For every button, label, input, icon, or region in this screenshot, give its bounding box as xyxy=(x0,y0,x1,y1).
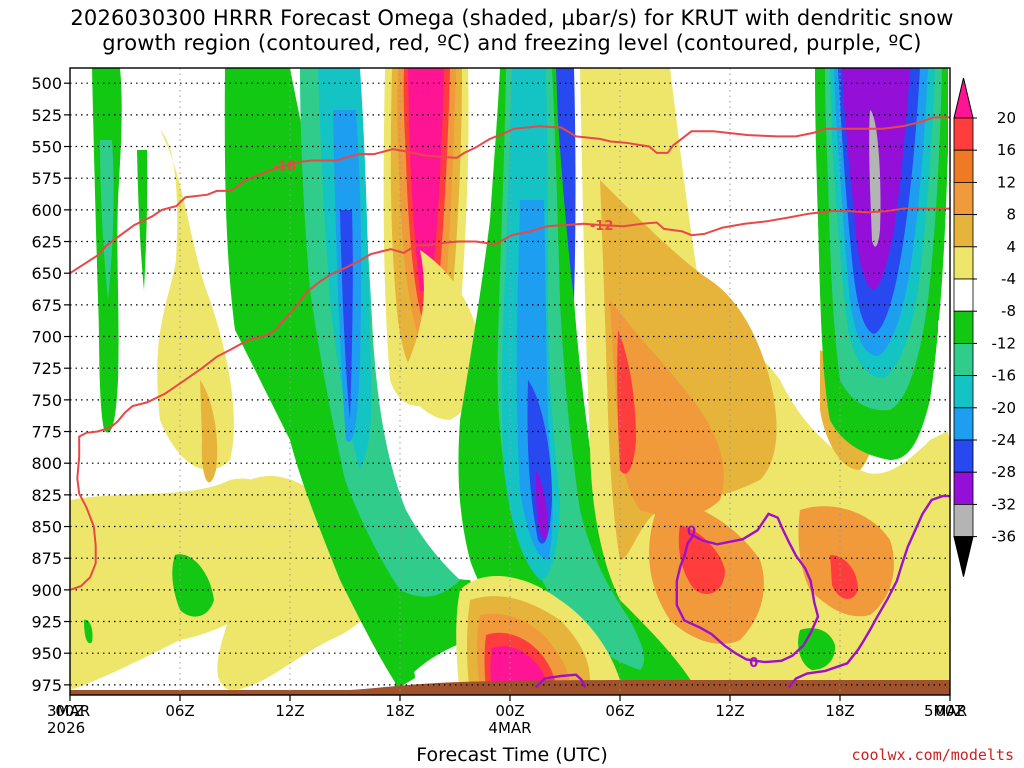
colorbar-swatch xyxy=(953,310,974,344)
dgz-contour-label: -12 xyxy=(590,219,614,234)
terrain xyxy=(70,680,950,695)
x-axis-title: Forecast Time (UTC) xyxy=(416,744,608,766)
y-tick-label: 550 xyxy=(31,138,62,157)
dgz-contour-line xyxy=(70,207,950,591)
x-tick-label: 12Z xyxy=(715,702,744,720)
dgz-contour-line xyxy=(70,116,950,275)
y-tick-label: 500 xyxy=(31,74,62,93)
colorbar-swatch xyxy=(953,439,974,473)
y-tick-label: 600 xyxy=(31,201,62,220)
y-tick-label: 800 xyxy=(31,454,62,473)
credit-link[interactable]: coolwx.com/modelts xyxy=(851,746,1014,764)
y-tick-label: 950 xyxy=(31,644,62,663)
colorbar-swatch xyxy=(953,117,974,151)
y-tick-label: 875 xyxy=(31,549,62,568)
colorbar-tick-label: -4 xyxy=(1001,270,1016,288)
y-tick-label: 850 xyxy=(31,518,62,537)
contour-labels: -18 -12 0 0 xyxy=(273,160,759,672)
y-tick-label: 575 xyxy=(31,169,62,188)
x-tick-label: 06Z xyxy=(165,702,194,720)
colorbar-tick-label: 16 xyxy=(997,141,1016,159)
dgz-contour-label: -18 xyxy=(273,160,297,175)
x-tick-label: 12Z xyxy=(275,702,304,720)
y-tick-label: 825 xyxy=(31,486,62,505)
colorbar-tick-label: 20 xyxy=(997,109,1016,127)
start-year: 2026 xyxy=(47,719,86,737)
colorbar-swatch xyxy=(953,278,974,312)
chart-title-line-1: 2026030300 HRRR Forecast Omega (shaded, … xyxy=(70,6,954,30)
colorbar-tick-label: -32 xyxy=(992,495,1017,513)
colorbar: 20 16 12 8 4 -4 -8 -12 -16 -20 -24 -28 -32 -36 xyxy=(953,77,1017,577)
colorbar-tick-label: -36 xyxy=(992,528,1017,546)
x-tick-label: 18Z xyxy=(385,702,414,720)
colorbar-tick-label: -12 xyxy=(992,334,1017,352)
chart-title: 2026030300 HRRR Forecast Omega (shaded, … xyxy=(0,6,1024,56)
freezing-contour-line xyxy=(675,512,820,664)
colorbar-tick-label: 8 xyxy=(1006,206,1016,224)
x-tick-label: 18Z xyxy=(825,702,854,720)
colorbar-tick-label: -20 xyxy=(992,399,1017,417)
omega-field xyxy=(70,68,950,695)
colorbar-swatch xyxy=(953,471,974,505)
colorbar-tick-label: -8 xyxy=(1001,302,1016,320)
colorbar-swatch xyxy=(953,375,974,409)
grid xyxy=(70,68,950,695)
colorbar-tick-label: 4 xyxy=(1006,238,1016,256)
y-tick-label: 725 xyxy=(31,359,62,378)
y-tick-label: 925 xyxy=(31,613,62,632)
y-tick-label: 750 xyxy=(31,391,62,410)
x-tick-label: 06Z xyxy=(605,702,634,720)
x-tick-label: 00Z xyxy=(55,702,84,720)
colorbar-top-arrow xyxy=(953,77,974,119)
colorbar-tick-label: -28 xyxy=(992,463,1017,481)
mid-date-label: 4MAR xyxy=(488,719,531,737)
y-tick-label: 775 xyxy=(31,423,62,442)
y-tick-label: 525 xyxy=(31,106,62,125)
y-tick-label: 900 xyxy=(31,581,62,600)
end-day: 5MAR xyxy=(924,702,968,720)
colorbar-tick-label: -24 xyxy=(992,431,1017,449)
colorbar-swatch xyxy=(953,214,974,248)
y-tick-label: 625 xyxy=(31,233,62,252)
y-axis: 500 525 550 575 600 625 650 675 700 725 750 775 800 8… xyxy=(31,74,70,695)
colorbar-swatch xyxy=(953,181,974,215)
omega-shading xyxy=(70,68,950,695)
chart-title-line-2: growth region (contoured, red, ºC) and f… xyxy=(102,31,922,55)
x-tick-label: 00Z xyxy=(495,702,524,720)
colorbar-tick-label: -16 xyxy=(992,367,1017,385)
colorbar-swatch xyxy=(953,246,974,280)
colorbar-tick-label: 12 xyxy=(997,173,1016,191)
freezing-contour-line xyxy=(787,494,950,689)
start-day: 3MAR xyxy=(47,702,91,720)
y-tick-label: 650 xyxy=(31,264,62,283)
colorbar-swatch xyxy=(953,503,974,537)
x-tick-label: 00Z xyxy=(935,702,964,720)
colorbar-bottom-arrow xyxy=(953,536,974,577)
freezing-contour-label: 0 xyxy=(687,524,696,539)
start-date-label: 3MAR 2026 xyxy=(47,703,90,737)
colorbar-swatch xyxy=(953,407,974,441)
end-date-label: 5MAR xyxy=(924,703,967,720)
y-tick-label: 675 xyxy=(31,296,62,315)
freezing-contour-label: 0 xyxy=(749,656,758,671)
y-tick-label: 975 xyxy=(31,676,62,695)
freezing-contour-line xyxy=(534,673,587,689)
colorbar-swatch xyxy=(953,342,974,376)
y-tick-label: 700 xyxy=(31,328,62,347)
colorbar-swatch xyxy=(953,149,974,183)
contours xyxy=(70,116,950,689)
